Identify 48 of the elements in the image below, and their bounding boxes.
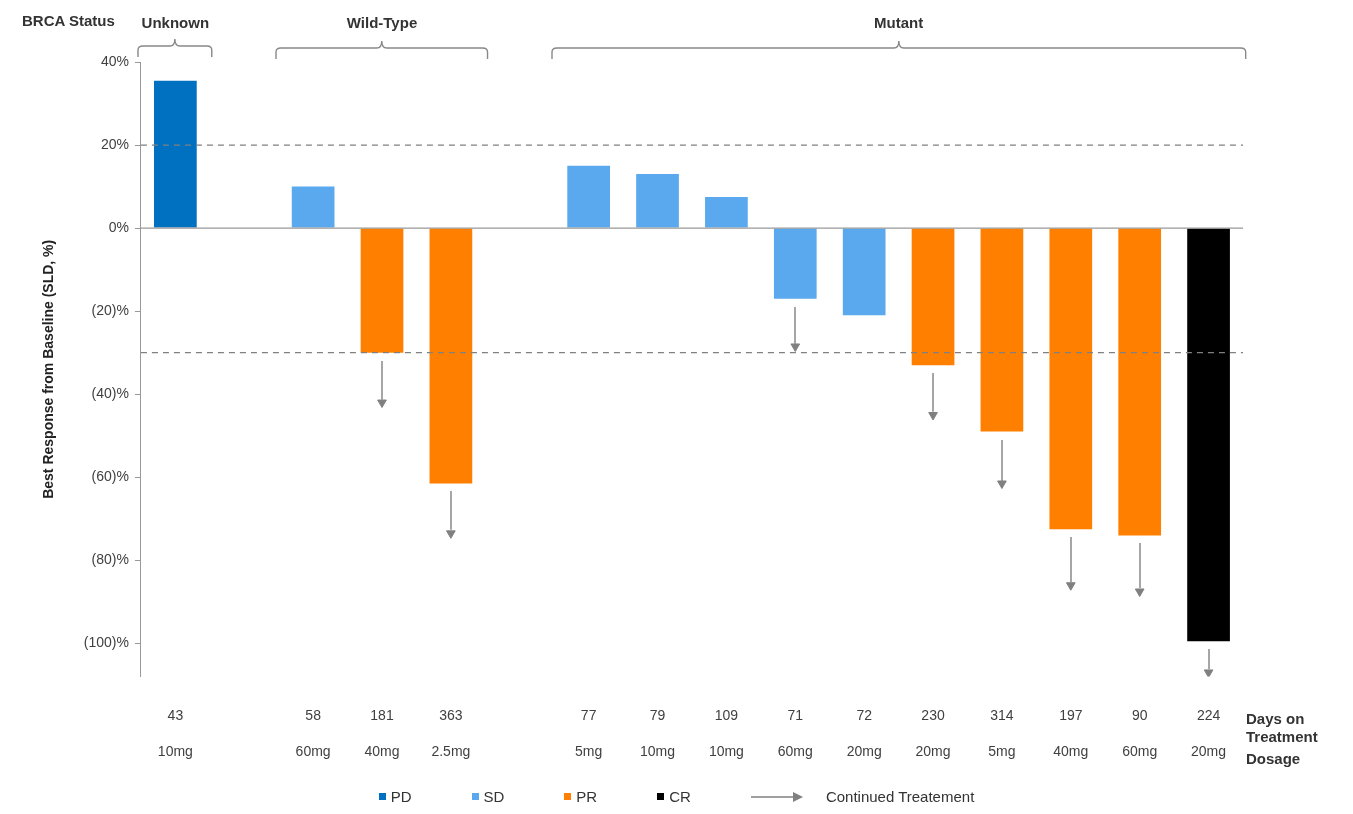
y-tick-label: (60)% [91, 468, 129, 485]
text: Days on Treatment [1246, 710, 1318, 745]
y-tick-label: (80)% [91, 551, 129, 568]
y-tick-label: (20)% [91, 302, 129, 319]
bar [911, 228, 955, 366]
bar [429, 228, 473, 484]
legend-label: CR [669, 788, 691, 805]
text: Dosage [1246, 750, 1301, 767]
category-label: 230 20mg [915, 707, 951, 760]
y-tick-label: (40)% [91, 385, 129, 402]
category-label: 224 20mg [1191, 707, 1227, 760]
category-label: 314 5mg [988, 707, 1016, 760]
category-label: 181 40mg [364, 707, 400, 760]
category-label: 72 20mg [846, 707, 882, 760]
category-label: 77 5mg [575, 707, 603, 760]
bar [291, 186, 335, 228]
legend-label: Continued Treatement [825, 788, 975, 805]
bar [1187, 228, 1230, 642]
legend-label: PR [576, 788, 598, 805]
bar [980, 228, 1024, 432]
text: Wild-Type [346, 14, 418, 31]
bar [636, 174, 679, 228]
bar [773, 228, 817, 299]
bar [1118, 228, 1162, 536]
bar [705, 196, 748, 228]
category-label: 197 40mg [1053, 707, 1089, 760]
bar [1049, 228, 1093, 530]
legend-label: PD [390, 788, 412, 805]
y-tick-label: (100)% [83, 634, 129, 651]
category-label: 90 60mg [1122, 707, 1158, 760]
text: BRCA Status [22, 12, 115, 29]
text: Unknown [141, 14, 210, 31]
bar [567, 165, 610, 228]
bar [360, 228, 404, 353]
category-label: 109 10mg [708, 707, 744, 760]
y-axis-title: Best Response from Baseline (SLD, %) [40, 239, 57, 499]
bar [154, 80, 197, 228]
y-tick-label: 40% [100, 52, 129, 69]
bar [842, 228, 886, 316]
category-label: 79 10mg [640, 707, 676, 760]
category-label: 43 10mg [157, 707, 193, 760]
category-label: 363 2.5mg [431, 707, 471, 760]
y-tick-label: 0% [108, 218, 129, 235]
text: Mutant [874, 14, 924, 31]
category-label: 71 60mg [777, 707, 813, 760]
y-tick-label: 20% [100, 135, 129, 152]
category-label: 58 60mg [295, 707, 331, 760]
legend-label: SD [483, 788, 505, 805]
